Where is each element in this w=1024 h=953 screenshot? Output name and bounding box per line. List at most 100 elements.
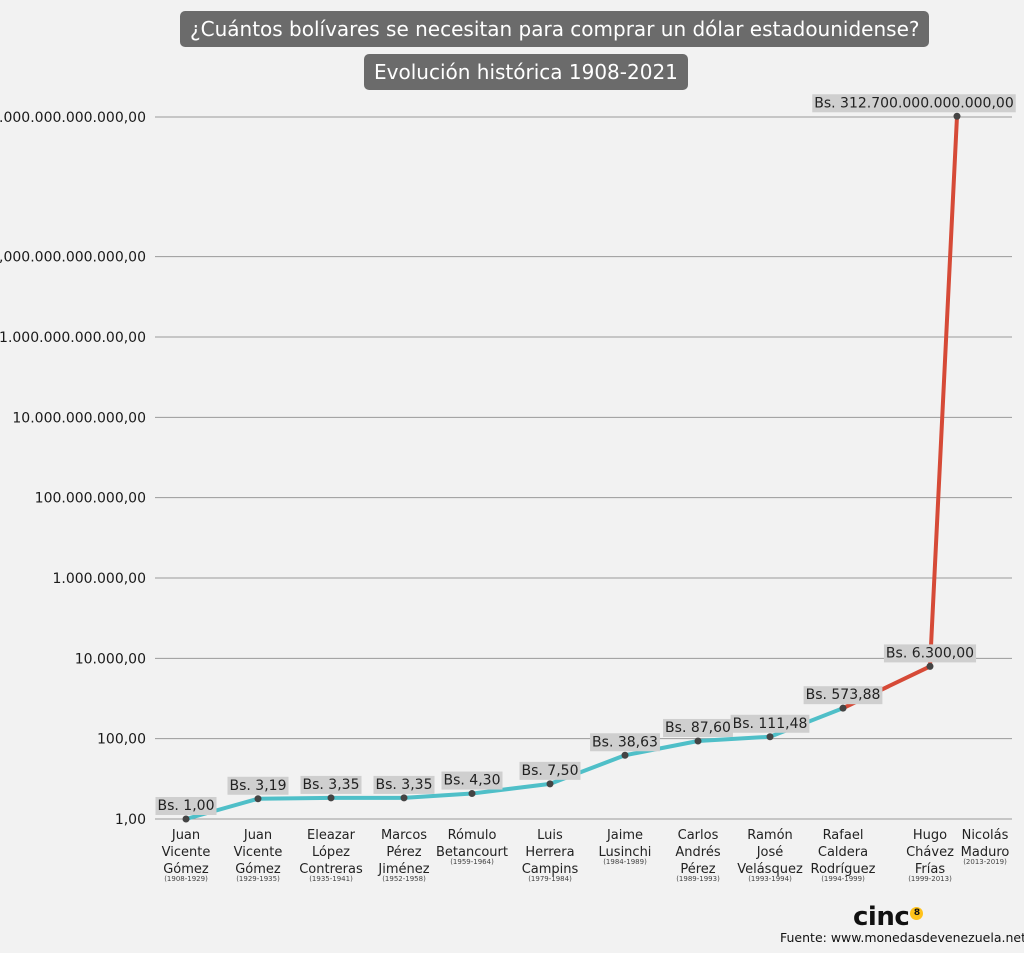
data-label: Bs. 111,48 bbox=[730, 714, 810, 733]
x-category-label: Chávez bbox=[906, 845, 954, 860]
data-point bbox=[546, 780, 554, 788]
x-category-label: Vicente bbox=[234, 845, 283, 860]
y-tick-label: 10.000.000.000,00 bbox=[12, 410, 146, 426]
data-label: Bs. 3,35 bbox=[373, 775, 435, 794]
x-category-years: (1989-1993) bbox=[676, 875, 720, 883]
data-label-text: Bs. 573,88 bbox=[806, 687, 881, 703]
y-tick-label: 1.000.000.000.00,00 bbox=[0, 330, 146, 346]
x-category-years: (2013-2019) bbox=[963, 858, 1007, 866]
series-segment bbox=[184, 796, 260, 821]
chart-subtitle: Evolución histórica 1908-2021 bbox=[364, 54, 688, 90]
data-point bbox=[926, 662, 934, 670]
x-category-label: Frías bbox=[915, 862, 945, 877]
data-point bbox=[327, 794, 335, 802]
x-category-label: Jaime bbox=[606, 828, 643, 843]
chart-title: ¿Cuántos bolívares se necesitan para com… bbox=[180, 11, 930, 47]
x-category-label: Andrés bbox=[675, 845, 720, 860]
data-label-bg bbox=[519, 761, 581, 780]
x-category-years: (1993-1994) bbox=[748, 875, 792, 883]
data-point bbox=[621, 751, 629, 759]
series-segment bbox=[256, 795, 333, 801]
x-category-label: Pérez bbox=[386, 845, 421, 860]
data-label-bg bbox=[227, 776, 289, 795]
data-label: Bs. 87,60 bbox=[663, 718, 733, 737]
data-label: Bs. 3,19 bbox=[227, 776, 289, 795]
data-label-text: Bs. 3,19 bbox=[230, 778, 287, 794]
x-category-label: Rómulo bbox=[448, 828, 497, 843]
y-tick-label: 100,000.000.000.000,00 bbox=[0, 250, 146, 266]
data-label: Bs. 38,63 bbox=[590, 733, 660, 752]
x-category-label: Herrera bbox=[525, 845, 574, 860]
data-label-text: Bs. 38,63 bbox=[592, 734, 658, 750]
x-category-years: (1979-1984) bbox=[528, 875, 572, 883]
y-tick-label: 1.000.000,00 bbox=[52, 571, 146, 587]
data-label-bg bbox=[155, 797, 217, 815]
logo-badge: 8 bbox=[910, 907, 924, 920]
x-category-years: (1959-1964) bbox=[450, 858, 494, 866]
data-label-text: Bs. 87,60 bbox=[665, 720, 731, 736]
series-segment bbox=[470, 781, 552, 796]
x-category-label: Eleazar bbox=[307, 828, 356, 843]
x-category-label: Gómez bbox=[163, 862, 209, 877]
data-label-bg bbox=[663, 718, 733, 737]
brand-logo: cinc 8 bbox=[853, 902, 924, 932]
data-label-text: Bs. 4,30 bbox=[444, 773, 501, 789]
data-label-bg bbox=[441, 771, 503, 790]
x-category-label: Nicolás bbox=[962, 828, 1009, 843]
data-label: Bs. 573,88 bbox=[803, 686, 883, 705]
y-tick-label: 1,00 bbox=[115, 812, 146, 828]
data-point bbox=[839, 704, 847, 712]
x-category-label: Caldera bbox=[818, 845, 868, 860]
x-category-years: (1929-1935) bbox=[236, 875, 280, 883]
x-category-years: (1999-2013) bbox=[908, 875, 952, 883]
data-label-text: Bs. 1,00 bbox=[158, 798, 215, 814]
data-label-text: Bs. 312.700.000.000.000,00 bbox=[814, 95, 1013, 111]
y-tick-label: 100.000.000,00 bbox=[35, 491, 146, 507]
data-point bbox=[182, 815, 190, 823]
x-category-label: Betancourt bbox=[436, 845, 508, 860]
data-label-bg bbox=[803, 686, 883, 705]
series-segment bbox=[402, 791, 474, 800]
data-label: Bs. 3,35 bbox=[300, 775, 362, 794]
data-point bbox=[694, 737, 702, 745]
x-category-label: Carlos bbox=[678, 828, 719, 843]
x-category-years: (1908-1929) bbox=[164, 875, 208, 883]
data-label-text: Bs. 111,48 bbox=[733, 716, 808, 732]
data-point bbox=[468, 790, 476, 798]
y-tick-label: 300.000.000.000.000,00 bbox=[0, 110, 146, 126]
x-category-label: López bbox=[312, 845, 350, 860]
x-category-label: Hugo bbox=[913, 828, 947, 843]
data-point bbox=[766, 733, 774, 741]
x-category-label: Lusinchi bbox=[599, 845, 652, 860]
x-category-label: Maduro bbox=[961, 845, 1010, 860]
data-point bbox=[953, 112, 961, 120]
x-category-label: Luis bbox=[537, 828, 563, 843]
data-label-bg bbox=[590, 733, 660, 752]
source-credit: Fuente: www.monedasdevenezuela.net bbox=[780, 930, 1024, 945]
x-category-label: José bbox=[756, 845, 784, 860]
x-category-years: (1952-1958) bbox=[382, 875, 426, 883]
x-category-label: Pérez bbox=[680, 862, 715, 877]
data-label-text: Bs. 7,50 bbox=[522, 763, 579, 779]
x-category-label: Jiménez bbox=[377, 862, 429, 877]
data-point bbox=[254, 795, 262, 803]
data-label-bg bbox=[373, 775, 435, 794]
x-category-label: Vicente bbox=[162, 845, 211, 860]
x-category-label: Rafael bbox=[823, 828, 864, 843]
data-label: Bs. 7,50 bbox=[519, 761, 581, 780]
data-label: Bs. 312.700.000.000.000,00 bbox=[812, 94, 1016, 113]
data-label-text: Bs. 3,35 bbox=[303, 777, 360, 793]
x-category-label: Marcos bbox=[381, 828, 427, 843]
data-label: Bs. 4,30 bbox=[441, 771, 503, 790]
y-tick-label: 10.000,00 bbox=[75, 651, 146, 667]
x-category-years: (1984-1989) bbox=[603, 858, 647, 866]
data-label-bg bbox=[730, 714, 810, 733]
x-category-label: Juan bbox=[243, 828, 272, 843]
data-label-bg bbox=[812, 94, 1016, 113]
x-category-label: Campins bbox=[522, 862, 579, 877]
series-segment bbox=[928, 114, 959, 669]
series-segment bbox=[623, 738, 700, 758]
data-label-text: Bs. 6.300,00 bbox=[886, 645, 974, 661]
data-label-bg bbox=[883, 644, 977, 663]
